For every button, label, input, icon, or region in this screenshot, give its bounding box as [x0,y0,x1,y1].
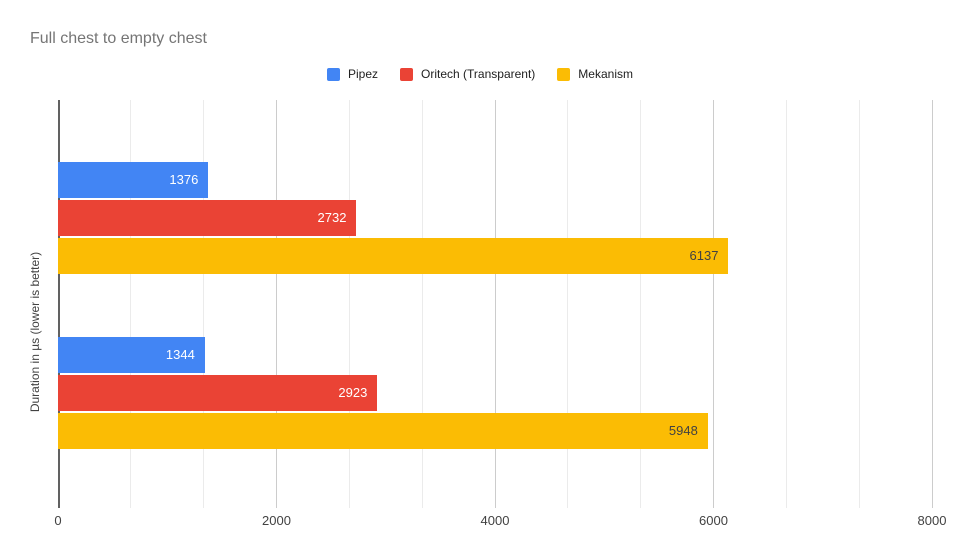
minor-gridline [421,100,423,508]
bar [58,375,378,411]
x-tick-label: 2000 [262,513,291,528]
legend: Pipez Oritech (Transparent) Mekanism [0,66,960,82]
legend-swatch-icon [400,67,414,81]
legend-item: Oritech (Transparent) [400,66,536,81]
minor-gridline [640,100,642,508]
bar-value-label: 2732 [317,210,347,225]
minor-gridline [567,100,569,508]
major-gridline [931,100,933,508]
chart-title: Full chest to empty chest [30,30,207,47]
minor-gridline [785,100,787,508]
legend-item: Mekanism [557,66,633,81]
legend-label: Mekanism [578,66,633,81]
legend-swatch-icon [557,67,571,81]
minor-gridline [203,100,205,508]
bar-value-label: 5948 [668,423,698,438]
bar [58,413,708,449]
bar [58,238,729,274]
bar [58,337,205,373]
x-tick-label: 0 [54,513,62,528]
y-axis-title: Duration in µs (lower is better) [28,251,42,413]
bar-value-label: 2923 [338,385,368,400]
minor-gridline [858,100,860,508]
x-tick-label: 8000 [917,513,947,528]
major-gridline [713,100,714,508]
bar [58,162,209,198]
bar [58,200,357,236]
plot-area: 1376 2732 6137 1344 2923 5948 [58,100,933,508]
bar-value-label: 1344 [165,347,195,362]
x-tick-label: 4000 [480,513,510,528]
legend-label: Oritech (Transparent) [421,66,536,81]
major-gridline [494,100,496,508]
legend-label: Pipez [348,66,379,81]
minor-gridline [130,100,132,508]
axis-baseline [58,100,60,508]
major-gridline [276,100,277,508]
legend-item: Pipez [327,66,379,81]
x-tick-label: 6000 [699,513,728,528]
bar-value-label: 1376 [169,172,199,187]
minor-gridline [348,100,350,508]
legend-swatch-icon [327,67,340,81]
bar-value-label: 6137 [689,248,719,263]
